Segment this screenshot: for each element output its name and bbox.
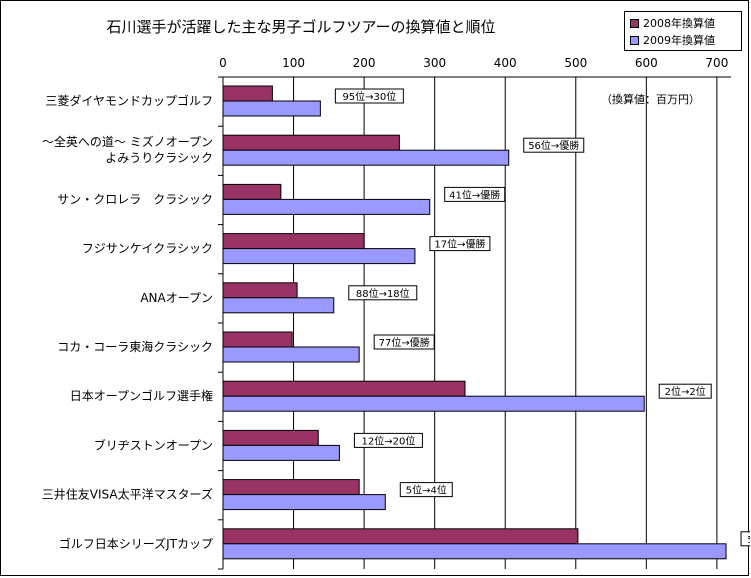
bar-2008 [222,380,466,397]
legend-item-2008: 2008年換算値 [630,16,715,30]
x-tick-label: 700 [705,56,728,70]
category-label: ブリヂストンオープン [94,437,213,452]
category-label: ～全英への道～ ミズノオープン [42,134,213,149]
bar-2008 [222,479,360,496]
legend-label-2008: 2008年換算値 [643,17,715,30]
rank-annotation-box [429,236,491,252]
rank-annotation: 41位→優勝 [449,188,500,201]
bar-2009 [222,395,645,412]
bar-2009 [222,444,340,461]
rank-annotation-box [444,186,506,202]
chart-title: 石川選手が活躍した主な男子ゴルフツアーの換算値と順位 [106,18,496,36]
bar-2008 [222,331,293,348]
legend: 2008年換算値 2009年換算値 [624,11,742,51]
bar-2008 [222,183,282,200]
category-label: 三井住友VISA太平洋マスターズ [42,487,213,502]
rank-annotation: 2位→2位 [665,385,706,398]
x-tick-label: 300 [423,56,446,70]
legend-label-2009: 2009年換算値 [643,34,715,47]
category-label: よみうりクラシック [105,151,213,165]
x-tick-label: 400 [494,56,517,70]
rank-annotation-box [523,137,585,153]
bar-2008 [222,528,579,545]
bar-2008 [222,282,298,299]
bar-2009 [222,100,321,117]
rank-annotation: 56位→優勝 [528,139,579,152]
x-tick-label: 100 [282,56,305,70]
x-tick-label: 500 [564,56,587,70]
bar-2009 [222,346,360,363]
x-tick-label: 600 [635,56,658,70]
unit-note: （換算値：百万円） [601,93,700,106]
rank-annotation-box [658,383,712,399]
category-label: コカ・コーラ東海クラシック [57,339,213,354]
rank-annotation: 95位→30位 [342,90,396,103]
x-tick-label: 200 [353,56,376,70]
bar-2009 [222,543,727,560]
rank-annotation-box [740,531,750,547]
rank-annotation: 5位→19位 [747,533,750,546]
bar-2009 [222,494,386,511]
category-label: ANAオープン [140,291,213,305]
rank-annotation-box [373,334,435,350]
rank-annotation-box [334,88,404,104]
rank-annotation: 17位→優勝 [434,238,485,251]
rank-annotation-box [399,482,453,498]
category-label: サン・クロレラ クラシック [57,192,213,206]
bar-2009 [222,297,335,314]
bar-2009 [222,248,416,265]
bar-2009 [222,149,510,166]
category-label: 日本オープンゴルフ選手権 [70,388,213,403]
bar-2008 [222,134,400,151]
category-label: フジサンケイクラシック [82,242,213,256]
bar-2008 [222,85,273,102]
legend-swatch-2009 [630,35,639,45]
bar-2008 [222,429,319,446]
rank-annotation-box [353,432,423,448]
bar-2009 [222,198,431,215]
x-tick-label: 0 [219,56,227,70]
bar-2008 [222,233,365,250]
rank-annotation: 88位→18位 [356,287,410,300]
legend-swatch-2008 [630,18,639,28]
category-label: 三菱ダイヤモンドカップゴルフ [45,93,213,108]
category-label: ゴルフ日本シリーズJTカップ [59,536,213,551]
rank-annotation: 77位→優勝 [379,336,430,349]
rank-annotation: 12位→20位 [362,434,416,447]
rank-annotation: 5位→4位 [406,484,447,497]
rank-annotation-box [348,285,418,301]
legend-item-2009: 2009年換算値 [630,33,715,47]
